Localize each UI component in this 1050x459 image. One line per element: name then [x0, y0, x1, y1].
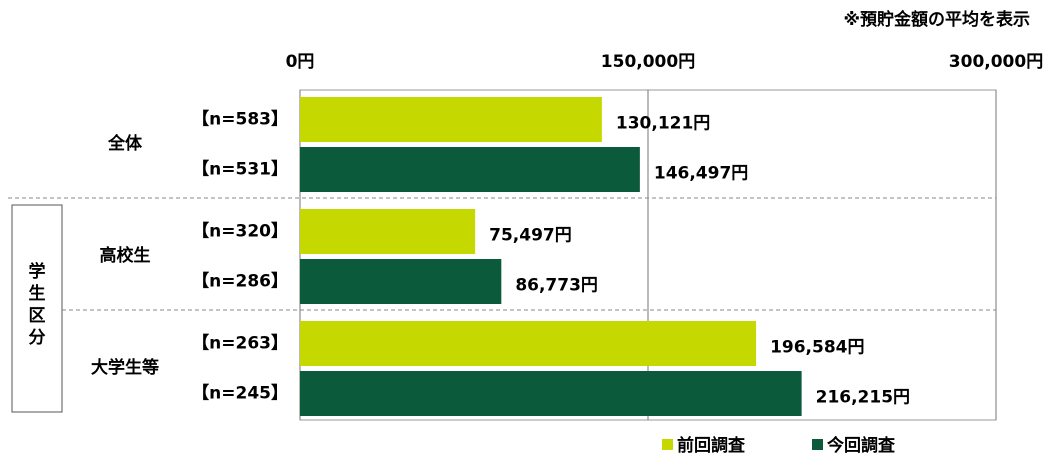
x-tick-label: 150,000円: [601, 52, 695, 72]
value-label: 146,497円: [654, 164, 748, 184]
group-label-char: 分: [29, 328, 46, 348]
value-label: 75,497円: [489, 226, 572, 246]
value-label: 196,584円: [770, 338, 864, 358]
value-label: 216,215円: [816, 388, 910, 408]
n-label: 【n=320】: [192, 221, 288, 242]
bar: [300, 209, 476, 254]
bar: [300, 97, 602, 142]
legend-swatch: [662, 439, 673, 450]
n-label: 【n=245】: [192, 383, 288, 404]
bar: [300, 371, 802, 416]
group-box: [11, 204, 63, 413]
n-label: 【n=531】: [192, 159, 288, 180]
bar: [300, 321, 757, 366]
bar: [300, 259, 502, 304]
n-label: 【n=263】: [192, 333, 288, 354]
x-tick-label: 0円: [286, 52, 315, 72]
legend-label: 今回調査: [827, 435, 896, 456]
x-tick-label: 300,000円: [949, 52, 1043, 72]
group-label-char: 生: [29, 283, 46, 304]
value-label: 130,121円: [616, 114, 710, 134]
category-label: 全体: [107, 133, 143, 154]
legend-label: 前回調査: [677, 435, 746, 456]
value-label: 86,773円: [515, 276, 598, 296]
group-label-char: 学: [29, 261, 46, 282]
category-label: 大学生等: [91, 357, 159, 378]
category-label: 高校生: [100, 245, 151, 266]
n-label: 【n=286】: [192, 271, 288, 292]
bar: [300, 147, 640, 192]
note: ※預貯金額の平均を表示: [843, 9, 1030, 30]
n-label: 【n=583】: [192, 109, 288, 130]
group-label-char: 区: [29, 306, 46, 326]
legend-swatch: [812, 439, 823, 450]
